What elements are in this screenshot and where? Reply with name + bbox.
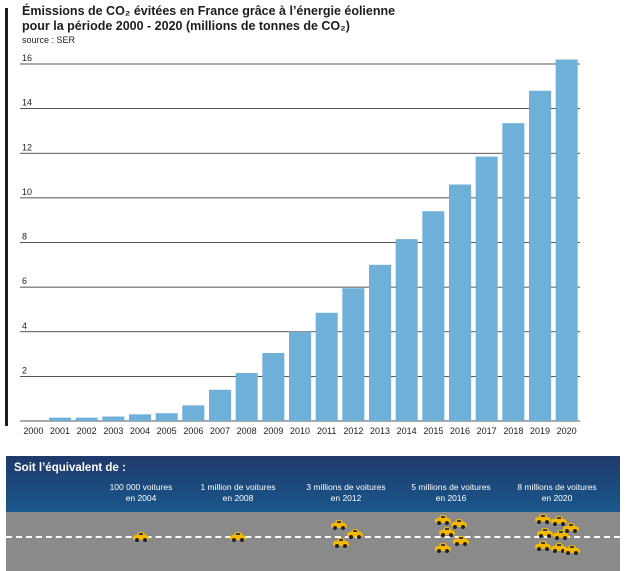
car-icon [537,528,553,538]
bar-2002 [75,417,98,421]
bar-2004 [129,414,151,421]
car-icon [563,523,579,533]
x-tick-label: 2012 [343,426,363,436]
x-tick-label: 2013 [370,426,390,436]
y-tick-label: 14 [22,98,32,108]
chart-header: Émissions de CO₂ évitées en France grâce… [0,0,630,50]
milestone-label: 3 millions de voitures en 2012 [291,482,401,504]
milestone-line1: 5 millions de voitures [411,482,491,492]
car-icon [551,516,567,526]
car-icon [453,536,469,546]
bar-2018 [502,123,525,422]
x-tick-label: 2018 [503,426,523,436]
y-tick-label: 4 [22,321,27,331]
equivalent-panel: Soit l’équivalent de : 100 000 voitures e… [6,456,620,571]
x-tick-label: 2020 [557,426,577,436]
bar-2005 [155,413,178,421]
bar-2012 [342,288,365,421]
milestone-line2: en 2016 [435,493,467,503]
x-tick-label: 2010 [290,426,310,436]
y-tick-label: 12 [22,142,32,152]
milestone-line2: en 2008 [222,493,254,503]
x-tick-label: 2019 [530,426,550,436]
car-icon [331,520,347,530]
bar-2011 [315,312,338,421]
milestone-line1: 100 000 voitures [109,482,173,492]
chart-source: source : SER [22,35,76,45]
bar-2009 [262,352,285,421]
x-tick-label: 2008 [237,426,257,436]
car-icon [553,530,569,540]
x-tick-label: 2001 [50,426,70,436]
bar-2003 [102,416,125,421]
bar-2008 [235,373,258,421]
car-icon [133,532,149,542]
x-tick-label: 2017 [477,426,497,436]
x-tick-label: 2006 [183,426,203,436]
bar-2001 [49,417,71,421]
milestone-line2: en 2004 [125,493,157,503]
car-icon [535,541,551,551]
bar-2006 [182,405,205,421]
y-tick-label: 10 [22,187,32,197]
road-center-line [6,536,620,538]
x-tick-label: 2014 [397,426,417,436]
x-tick-label: 2000 [23,426,43,436]
car-icon [551,543,567,553]
bar-chart: 2 4 6 8 10 12 14 16 2000 2001 2002 2003 2004 2005 2006… [20,53,580,436]
x-tick-label: 2011 [317,426,336,436]
milestone-label: 8 millions de voitures en 2020 [502,482,612,504]
x-tick-label: 2003 [103,426,123,436]
bar-2007 [209,389,231,421]
equivalent-heading: Soit l’équivalent de : [14,462,126,474]
bar-2014 [395,239,418,421]
bar-2020 [555,59,578,421]
x-tick-label: 2016 [450,426,470,436]
bar-2019 [529,90,551,422]
milestone-label: 1 million de voitures en 2008 [183,482,293,504]
bar-2013 [369,264,391,421]
bar-2015 [422,211,445,421]
milestone-line1: 3 millions de voitures [306,482,386,492]
milestone-line2: en 2012 [330,493,362,503]
milestone-line1: 8 millions de voitures [517,482,597,492]
y-tick-label: 6 [22,276,27,286]
x-tick-label: 2005 [157,426,177,436]
milestone-label: 100 000 voitures en 2004 [86,482,196,504]
milestone-label: 5 millions de voitures en 2016 [396,482,506,504]
x-tick-label: 2004 [130,426,150,436]
car-icon [535,514,551,524]
car-icon [435,515,451,525]
bar-2017 [475,156,498,422]
x-tick-label: 2002 [77,426,97,436]
car-icon [435,543,451,553]
milestone-line2: en 2020 [541,493,573,503]
y-tick-label: 2 [22,365,27,375]
y-tick-label: 8 [22,232,27,242]
car-icon [439,527,455,537]
left-accent-bar [5,8,8,426]
chart-title-line-2: pour la période 2000 - 2020 (millions de… [22,19,350,33]
x-tick-label: 2009 [263,426,283,436]
y-tick-label: 16 [22,53,32,63]
bar-2016 [449,184,471,421]
bar-2010 [289,331,311,421]
road-illustration [6,512,620,571]
car-icon [564,545,580,555]
x-tick-label: 2007 [210,426,230,436]
car-icon [451,519,467,529]
x-tick-label: 2015 [423,426,443,436]
car-icon [230,532,246,542]
car-icon [347,529,363,539]
car-icon [333,538,349,548]
chart-title-line-1: Émissions de CO₂ évitées en France grâce… [22,4,396,18]
milestone-line1: 1 million de voitures [200,482,276,492]
